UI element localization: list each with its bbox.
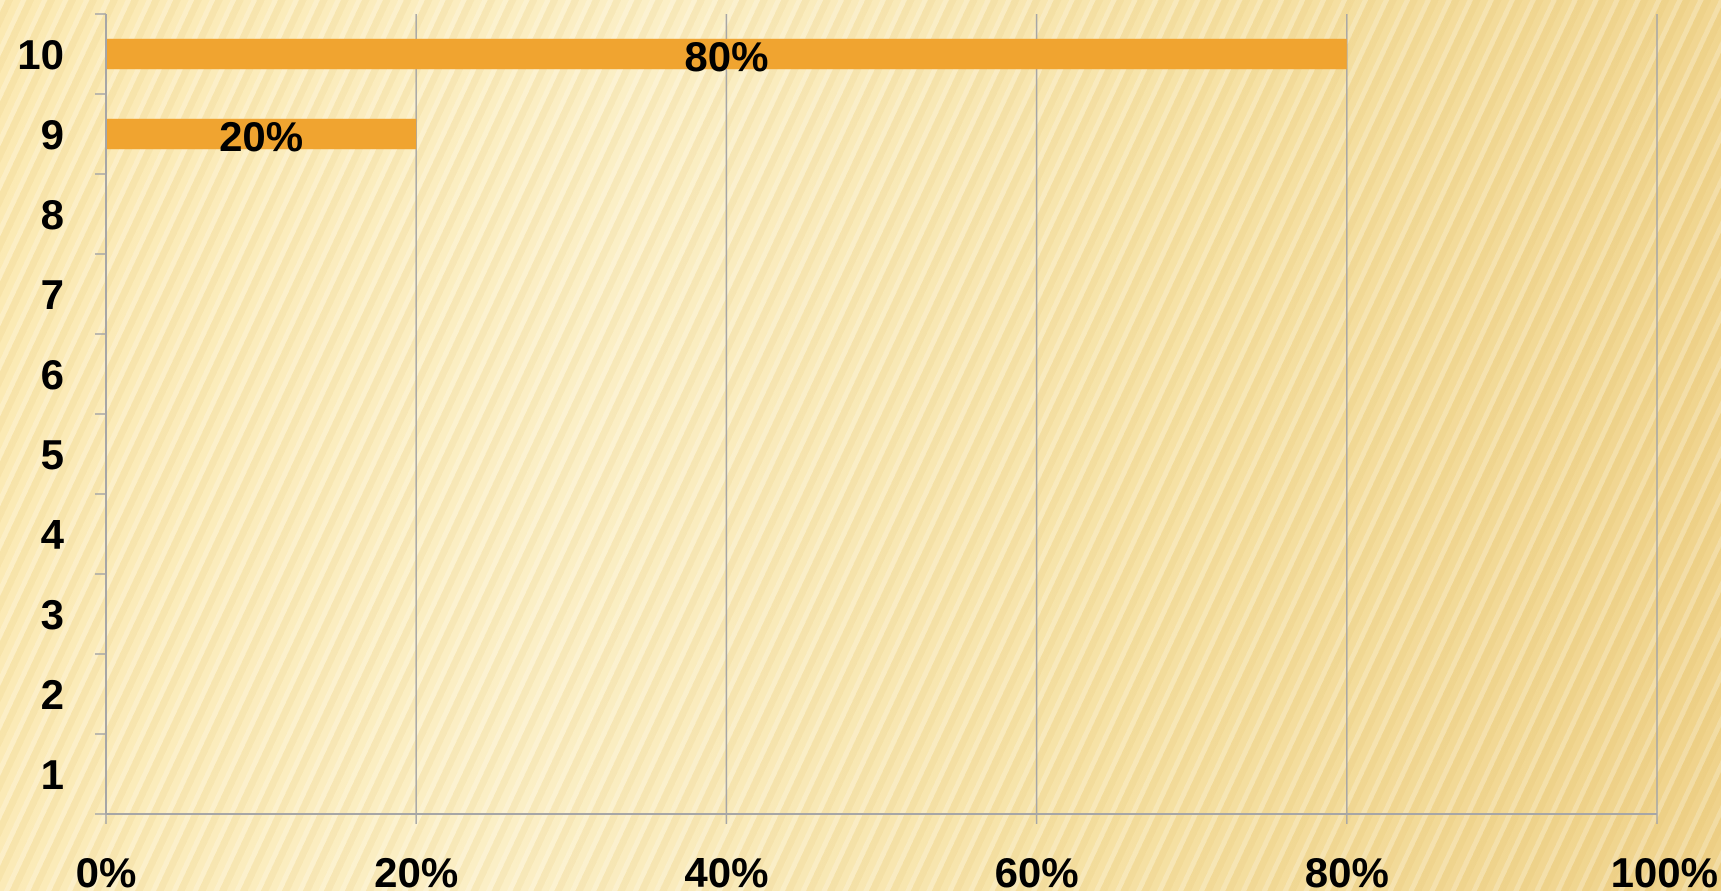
x-tick-label-40pct: 40%: [684, 849, 768, 891]
axes: [95, 13, 1658, 824]
x-tick-label-60pct: 60%: [995, 849, 1079, 891]
y-tick-label-3: 3: [41, 591, 64, 638]
data-label-10: 80%: [684, 33, 768, 80]
x-tick-label-100pct: 100%: [1611, 849, 1718, 891]
y-tick-label-7: 7: [41, 271, 64, 318]
y-tick-label-8: 8: [41, 191, 64, 238]
y-tick-label-1: 1: [41, 751, 64, 798]
data-label-9: 20%: [219, 113, 303, 160]
y-tick-label-6: 6: [41, 351, 64, 398]
bars: [106, 38, 1347, 150]
y-tick-label-5: 5: [41, 431, 64, 478]
y-tick-label-9: 9: [41, 111, 64, 158]
y-tick-label-4: 4: [41, 511, 65, 558]
x-tick-label-0pct: 0%: [76, 849, 137, 891]
x-tick-label-20pct: 20%: [374, 849, 458, 891]
bar-9: [106, 118, 417, 150]
gridlines: [415, 14, 1658, 814]
bar-10: [106, 38, 1347, 70]
y-tick-label-2: 2: [41, 671, 64, 718]
x-tick-label-80pct: 80%: [1305, 849, 1389, 891]
y-tick-label-10: 10: [17, 31, 64, 78]
